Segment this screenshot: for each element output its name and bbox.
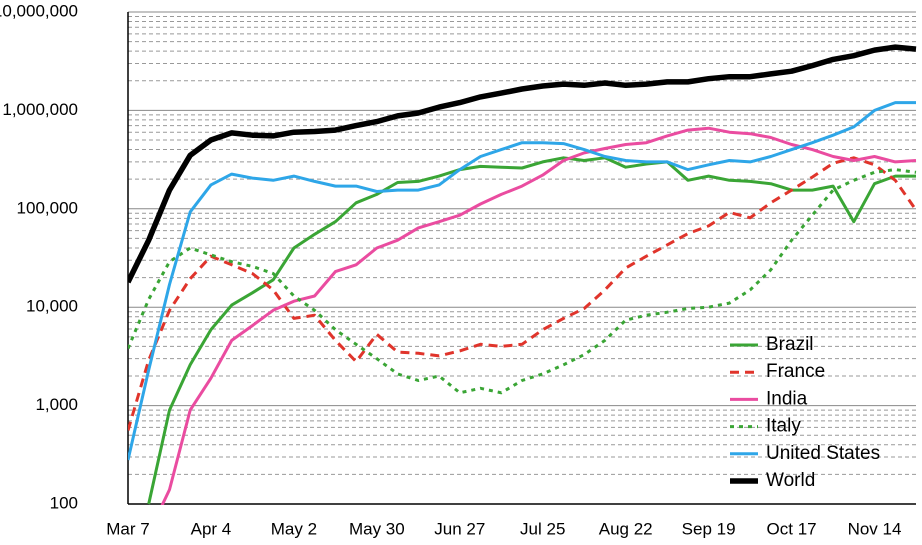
legend-label: Italy bbox=[766, 416, 801, 437]
x-tick-label: Jun 27 bbox=[434, 519, 485, 538]
x-tick-label: Apr 4 bbox=[191, 519, 232, 538]
series-line bbox=[147, 156, 916, 505]
series-line bbox=[128, 101, 916, 461]
x-tick-label: Oct 17 bbox=[767, 519, 817, 538]
legend-label: France bbox=[766, 361, 825, 382]
x-tick-label: Jul 25 bbox=[520, 519, 565, 538]
series-line bbox=[128, 44, 917, 284]
y-tick-label: 100 bbox=[50, 493, 78, 512]
y-tick-label: 10,000 bbox=[26, 297, 78, 316]
x-tick-label: May 30 bbox=[349, 519, 405, 538]
series-line bbox=[128, 156, 918, 431]
x-tick-label: Mar 7 bbox=[106, 519, 149, 538]
legend-label: World bbox=[766, 470, 815, 491]
x-tick-label: Nov 14 bbox=[848, 519, 902, 538]
grid bbox=[127, 11, 916, 505]
legend-label: Brazil bbox=[766, 334, 814, 355]
legend-label: United States bbox=[766, 443, 880, 464]
axis-labels: 100 1,000 10,000 100,000 1,000,000 10,000,000… bbox=[0, 1, 901, 538]
y-tick-label: 100,000 bbox=[17, 198, 78, 217]
series-line bbox=[128, 168, 917, 395]
y-tick-label: 1,000,000 bbox=[2, 100, 78, 119]
x-tick-label: May 2 bbox=[271, 519, 317, 538]
plot-lines bbox=[128, 44, 918, 505]
series-line bbox=[160, 126, 917, 505]
legend-label: India bbox=[766, 388, 808, 409]
y-tick-label: 10,000,000 bbox=[0, 1, 78, 20]
y-tick-label: 1,000 bbox=[35, 395, 78, 414]
legend: Brazil France India Italy United States World bbox=[730, 334, 880, 491]
x-tick-label: Sep 19 bbox=[682, 519, 736, 538]
x-tick-label: Aug 22 bbox=[599, 519, 653, 538]
